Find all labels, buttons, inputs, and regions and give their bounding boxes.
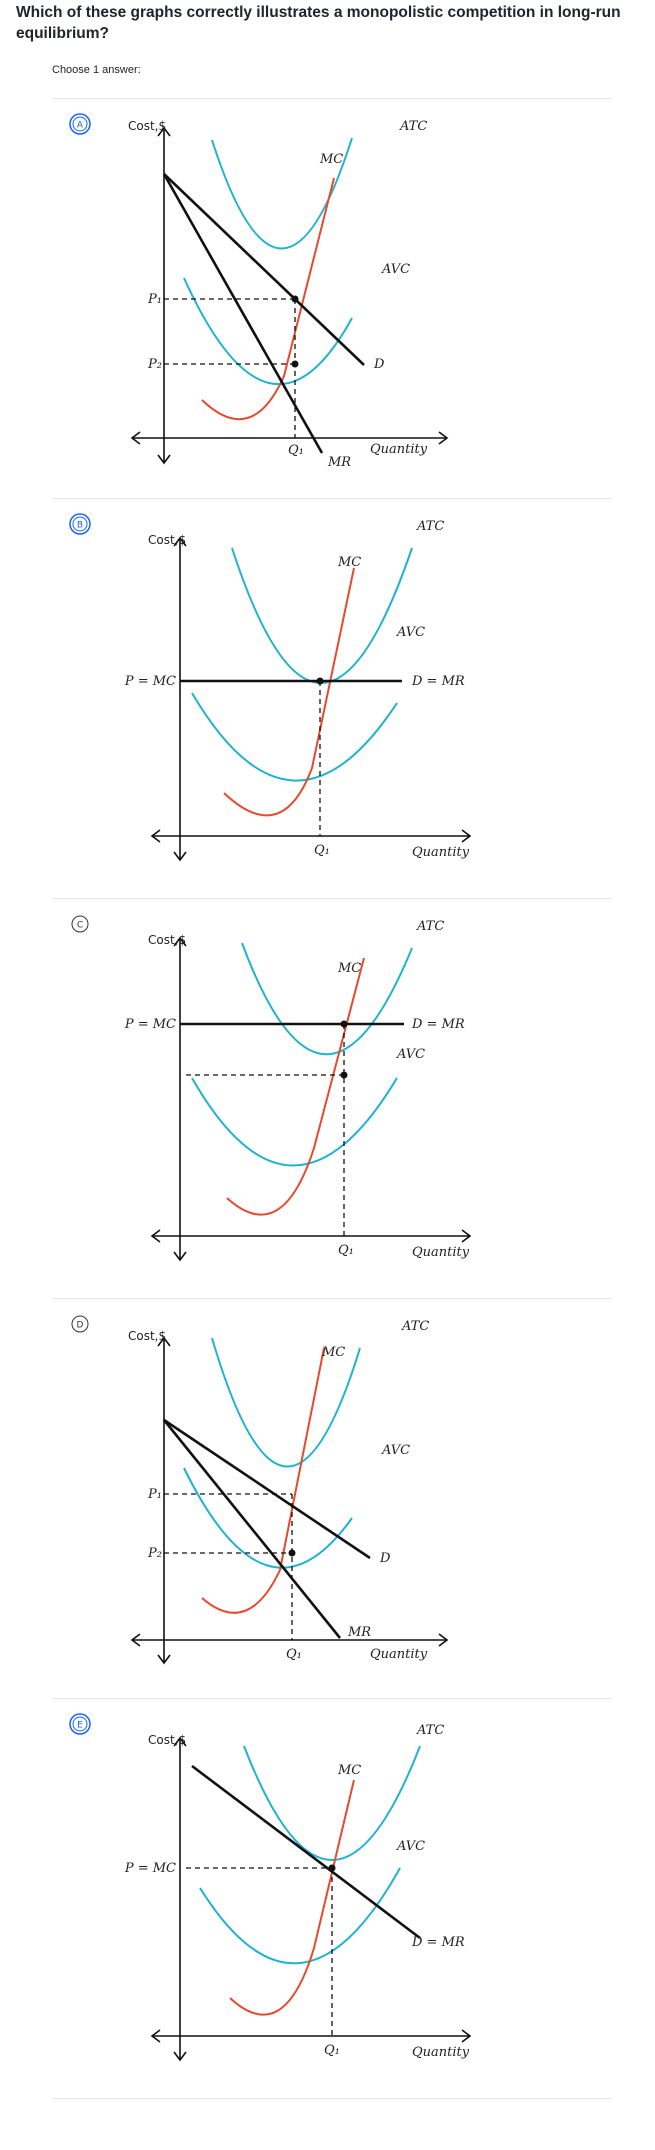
price-label: P = MC	[124, 1017, 176, 1032]
atc-label: ATC	[401, 1319, 429, 1334]
demand-label: D	[379, 1551, 391, 1566]
avc-curve	[191, 1077, 398, 1167]
x-axis-label: Quantity	[412, 2045, 470, 2060]
answer-choice-e[interactable]: E Cost,$ MC ATC AVC D = MR P = MC Quanti…	[52, 1708, 612, 2088]
choice-letter-c: C	[77, 921, 83, 931]
avc-label: AVC	[396, 1047, 425, 1062]
instruction-text: Choose 1 answer:	[52, 64, 141, 76]
x-axis-label: Quantity	[370, 1647, 428, 1662]
avc-label: AVC	[396, 1839, 425, 1854]
mc-label: MC	[319, 152, 343, 167]
demand-label: D	[373, 357, 385, 372]
equilibrium-point	[340, 1020, 348, 1028]
choice-radio-e[interactable]: E	[69, 1713, 91, 1735]
atc-label: ATC	[399, 119, 427, 134]
atc-curve	[211, 137, 353, 250]
equilibrium-point	[340, 1071, 348, 1079]
graph-e: E Cost,$ MC ATC AVC D = MR P = MC Quanti…	[69, 1713, 472, 2062]
graph-d: D Cost,$ MC ATC AVC D MR Quantity Q₁ P₁ …	[71, 1315, 449, 1665]
price-label: P = MC	[124, 674, 176, 689]
mc-label: MC	[337, 555, 361, 570]
atc-label: ATC	[416, 1723, 444, 1738]
atc-label: ATC	[416, 519, 444, 534]
demand-mr-label: D = MR	[411, 1017, 465, 1032]
answer-choice-d[interactable]: D Cost,$ MC ATC AVC D MR Quantity Q₁ P₁ …	[52, 1308, 612, 1688]
avc-curve	[183, 277, 353, 386]
demand-mr-label: D = MR	[411, 1935, 465, 1950]
mr-label: MR	[347, 1625, 371, 1640]
graph-c: C Cost,$ MC ATC AVC D = MR P = MC Quanti…	[71, 915, 472, 1262]
equilibrium-point	[288, 1549, 296, 1557]
graph-b: B Cost,$ MC ATC AVC D = MR P = MC Quanti…	[69, 513, 472, 862]
mc-label: MC	[337, 961, 361, 976]
choice-letter-d: D	[77, 1321, 84, 1331]
y-axis-label: Cost,$	[148, 933, 186, 947]
avc-label: AVC	[381, 1443, 410, 1458]
graph-a: A Cost,$ MC ATC AVC D MR Quantity Q₁ P₁ …	[69, 113, 449, 470]
q1-label: Q₁	[314, 843, 330, 858]
mr-label: MR	[327, 455, 351, 470]
mr-line	[162, 1419, 342, 1639]
avc-curve	[191, 692, 398, 782]
choice-radio-d[interactable]: D	[71, 1315, 89, 1333]
choice-letter-e: E	[77, 1721, 83, 1731]
equilibrium-point	[291, 360, 299, 368]
choice-letter-a: A	[77, 121, 84, 131]
mc-curve	[229, 1779, 355, 2016]
divider	[52, 898, 612, 899]
choice-radio-b[interactable]: B	[69, 513, 91, 535]
atc-curve	[241, 942, 413, 1056]
divider	[52, 2098, 612, 2099]
answer-choice-b[interactable]: B Cost,$ MC ATC AVC D = MR P = MC Quanti…	[52, 508, 612, 888]
q1-label: Q₁	[288, 443, 304, 458]
p2-label: P₂	[147, 1546, 162, 1561]
answer-choice-c[interactable]: C Cost,$ MC ATC AVC D = MR P = MC Quanti…	[52, 908, 612, 1288]
p1-label: P₁	[147, 292, 162, 307]
choice-radio-a[interactable]: A	[69, 113, 91, 135]
question-text: Which of these graphs correctly illustra…	[16, 4, 621, 42]
price-label: P = MC	[124, 1861, 176, 1876]
p2-label: P₂	[147, 357, 162, 372]
mc-label: MC	[337, 1763, 361, 1778]
avc-curve	[199, 1867, 401, 1965]
avc-curve	[183, 1467, 353, 1569]
equilibrium-point	[316, 677, 324, 685]
atc-label: ATC	[416, 919, 444, 934]
y-axis-label: Cost,$	[148, 533, 186, 547]
divider	[52, 1298, 612, 1299]
y-axis-label: Cost,$	[148, 1733, 186, 1747]
demand-mr-label: D = MR	[411, 674, 465, 689]
mr-line	[162, 173, 324, 454]
mc-curve	[226, 957, 365, 1216]
avc-label: AVC	[396, 625, 425, 640]
atc-curve	[211, 1337, 361, 1468]
mc-label: MC	[321, 1345, 345, 1360]
mc-curve	[201, 1347, 325, 1614]
choice-radio-c[interactable]: C	[71, 915, 89, 933]
x-axis-label: Quantity	[412, 1245, 470, 1260]
atc-curve	[243, 1745, 421, 1861]
p1-label: P₁	[147, 1487, 162, 1502]
equilibrium-point	[328, 1864, 336, 1872]
avc-label: AVC	[381, 262, 410, 277]
demand-line	[163, 173, 365, 366]
x-axis-label: Quantity	[412, 845, 470, 860]
answer-choice-a[interactable]: A Cost,$ MC ATC AVC D MR Quantity Q₁ P₁ …	[52, 108, 612, 488]
q1-label: Q₁	[338, 1243, 354, 1258]
y-axis-label: Cost,$	[128, 1329, 166, 1343]
divider	[52, 1698, 612, 1699]
q1-label: Q₁	[286, 1647, 302, 1662]
q1-label: Q₁	[324, 2043, 340, 2058]
y-axis-label: Cost,$	[128, 119, 166, 133]
equilibrium-point	[291, 295, 299, 303]
choice-letter-b: B	[77, 521, 83, 531]
demand-line	[163, 1418, 371, 1560]
demand-mr-line	[191, 1764, 421, 1940]
mc-curve	[223, 567, 355, 817]
divider	[52, 498, 612, 499]
divider	[52, 98, 612, 99]
x-axis-label: Quantity	[370, 442, 428, 457]
atc-curve	[231, 547, 413, 684]
